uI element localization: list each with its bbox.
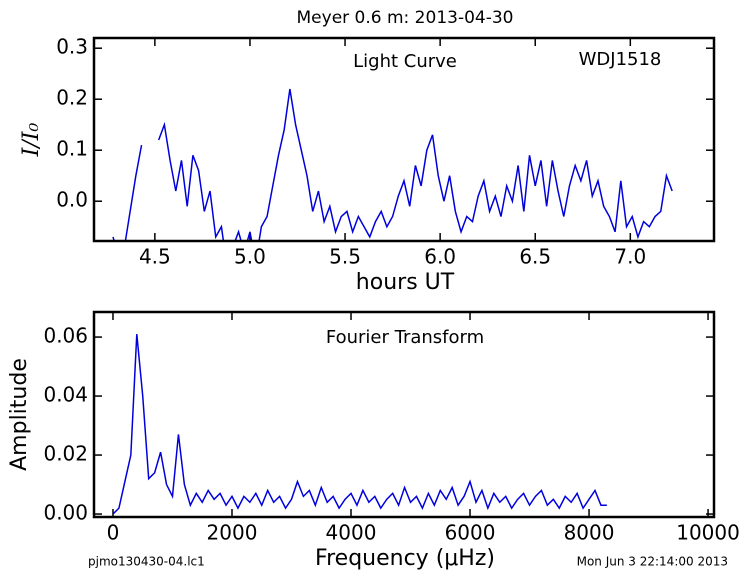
x-tick-label: 4000 <box>326 521 377 545</box>
annotation: Light Curve <box>353 51 457 72</box>
x-tick-label: 5.0 <box>234 245 266 269</box>
footer-right: Mon Jun 3 22:14:00 2013 <box>577 555 728 569</box>
annotation: Fourier Transform <box>326 327 484 348</box>
footer-left: pjmo130430-04.lc1 <box>88 555 205 569</box>
x-tick-label: 6000 <box>445 521 496 545</box>
x-axis-label: hours UT <box>356 270 455 295</box>
y-tick-label: 0.04 <box>43 383 88 407</box>
x-tick-label: 4.5 <box>139 245 171 269</box>
y-tick-label: 0.1 <box>56 137 88 161</box>
data-line <box>112 334 607 515</box>
y-axis-label: Amplitude <box>7 358 32 471</box>
plot-frame <box>92 36 716 243</box>
y-tick-label: 0.06 <box>43 324 88 348</box>
x-tick-label: 8000 <box>564 521 615 545</box>
y-tick-label: 0.0 <box>56 188 88 212</box>
x-tick-label: 7.0 <box>614 245 646 269</box>
x-tick-label: 6.0 <box>424 245 456 269</box>
x-tick-label: 6.5 <box>519 245 551 269</box>
x-tick-label: 0 <box>107 521 120 545</box>
x-axis-label: Frequency (μHz) <box>315 546 495 571</box>
x-tick-label: 5.5 <box>329 245 361 269</box>
data-line <box>112 88 673 241</box>
y-tick-label: 0.02 <box>43 442 88 466</box>
y-tick-label: 0.3 <box>56 35 88 59</box>
x-tick-label: 2000 <box>207 521 258 545</box>
plot-frame <box>92 310 716 519</box>
y-axis-label: I/I₀ <box>19 123 44 158</box>
y-tick-label: 0.2 <box>56 86 88 110</box>
annotation: WDJ1518 <box>579 49 662 70</box>
x-tick-label: 10000 <box>676 521 740 545</box>
figure-title: Meyer 0.6 m: 2013-04-30 <box>297 8 514 28</box>
y-tick-label: 0.00 <box>43 501 88 525</box>
